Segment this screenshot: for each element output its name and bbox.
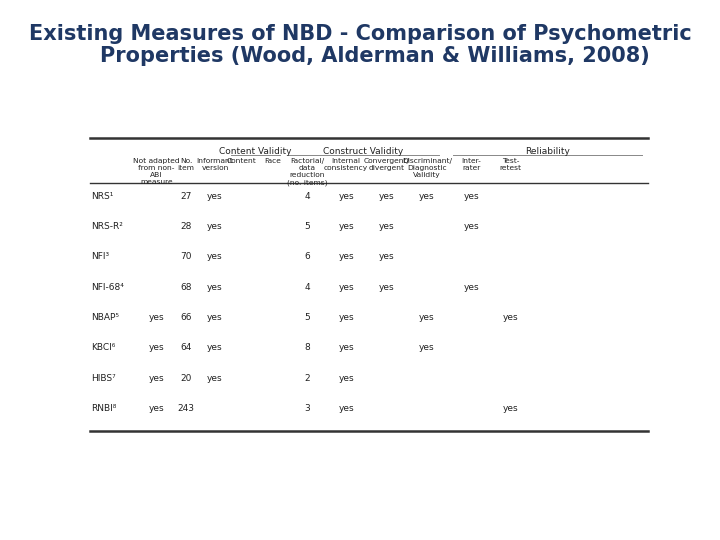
Text: yes: yes xyxy=(148,313,164,322)
Text: yes: yes xyxy=(338,222,354,231)
Text: Existing Measures of NBD - Comparison of Psychometric: Existing Measures of NBD - Comparison of… xyxy=(29,24,691,44)
Text: yes: yes xyxy=(338,252,354,261)
Text: Not adapted
from non-
ABI
measure: Not adapted from non- ABI measure xyxy=(133,158,180,185)
Text: 64: 64 xyxy=(180,343,192,353)
Text: Content Validity: Content Validity xyxy=(219,147,292,156)
Text: yes: yes xyxy=(379,282,395,292)
Text: 20: 20 xyxy=(180,374,192,383)
Text: yes: yes xyxy=(464,222,480,231)
Text: yes: yes xyxy=(148,404,164,413)
Text: yes: yes xyxy=(379,222,395,231)
Text: yes: yes xyxy=(419,192,435,201)
Text: Face: Face xyxy=(264,158,282,164)
Text: yes: yes xyxy=(464,192,480,201)
Text: 8: 8 xyxy=(304,343,310,353)
Text: 6: 6 xyxy=(304,252,310,261)
Text: NFI³: NFI³ xyxy=(91,252,109,261)
Text: yes: yes xyxy=(338,282,354,292)
Text: 5: 5 xyxy=(304,222,310,231)
Text: Construct Validity: Construct Validity xyxy=(323,147,403,156)
Text: 2: 2 xyxy=(305,374,310,383)
Text: yes: yes xyxy=(207,222,222,231)
Text: 243: 243 xyxy=(177,404,194,413)
Text: yes: yes xyxy=(207,282,222,292)
Text: NFI-68⁴: NFI-68⁴ xyxy=(91,282,124,292)
Text: yes: yes xyxy=(338,313,354,322)
Text: 70: 70 xyxy=(180,252,192,261)
Text: yes: yes xyxy=(419,313,435,322)
Text: NBAP⁵: NBAP⁵ xyxy=(91,313,119,322)
Text: RNBI⁸: RNBI⁸ xyxy=(91,404,117,413)
Text: Reliability: Reliability xyxy=(525,147,570,156)
Text: yes: yes xyxy=(338,343,354,353)
Text: yes: yes xyxy=(207,313,222,322)
Text: yes: yes xyxy=(338,192,354,201)
Text: 68: 68 xyxy=(180,282,192,292)
Text: Internal
consistency: Internal consistency xyxy=(324,158,368,171)
Text: yes: yes xyxy=(207,192,222,201)
Text: KBCI⁶: KBCI⁶ xyxy=(91,343,115,353)
Text: yes: yes xyxy=(379,192,395,201)
Text: 66: 66 xyxy=(180,313,192,322)
Text: yes: yes xyxy=(207,343,222,353)
Text: 27: 27 xyxy=(180,192,192,201)
Text: HIBS⁷: HIBS⁷ xyxy=(91,374,116,383)
Text: 5: 5 xyxy=(304,313,310,322)
Text: yes: yes xyxy=(207,374,222,383)
Text: yes: yes xyxy=(379,252,395,261)
Text: Inter-
rater: Inter- rater xyxy=(462,158,482,171)
Text: NRS-R²: NRS-R² xyxy=(91,222,123,231)
Text: yes: yes xyxy=(207,252,222,261)
Text: yes: yes xyxy=(338,404,354,413)
Text: 28: 28 xyxy=(180,222,192,231)
Text: yes: yes xyxy=(338,374,354,383)
Text: Content: Content xyxy=(226,158,256,164)
Text: yes: yes xyxy=(503,313,518,322)
Text: Informant
version: Informant version xyxy=(197,158,233,171)
Text: Discriminant/
Diagnostic
Validity: Discriminant/ Diagnostic Validity xyxy=(402,158,452,178)
Text: 4: 4 xyxy=(305,282,310,292)
Text: yes: yes xyxy=(419,343,435,353)
Text: NRS¹: NRS¹ xyxy=(91,192,114,201)
Text: yes: yes xyxy=(148,374,164,383)
Text: Convergent/
divergent: Convergent/ divergent xyxy=(364,158,410,171)
Text: Factorial/
data
reduction
(no. items): Factorial/ data reduction (no. items) xyxy=(287,158,328,186)
Text: Properties (Wood, Alderman & Williams, 2008): Properties (Wood, Alderman & Williams, 2… xyxy=(71,46,649,66)
Text: yes: yes xyxy=(503,404,518,413)
Text: No.
item: No. item xyxy=(177,158,194,171)
Text: yes: yes xyxy=(464,282,480,292)
Text: Test-
retest: Test- retest xyxy=(500,158,522,171)
Text: 3: 3 xyxy=(304,404,310,413)
Text: yes: yes xyxy=(148,343,164,353)
Text: 4: 4 xyxy=(305,192,310,201)
